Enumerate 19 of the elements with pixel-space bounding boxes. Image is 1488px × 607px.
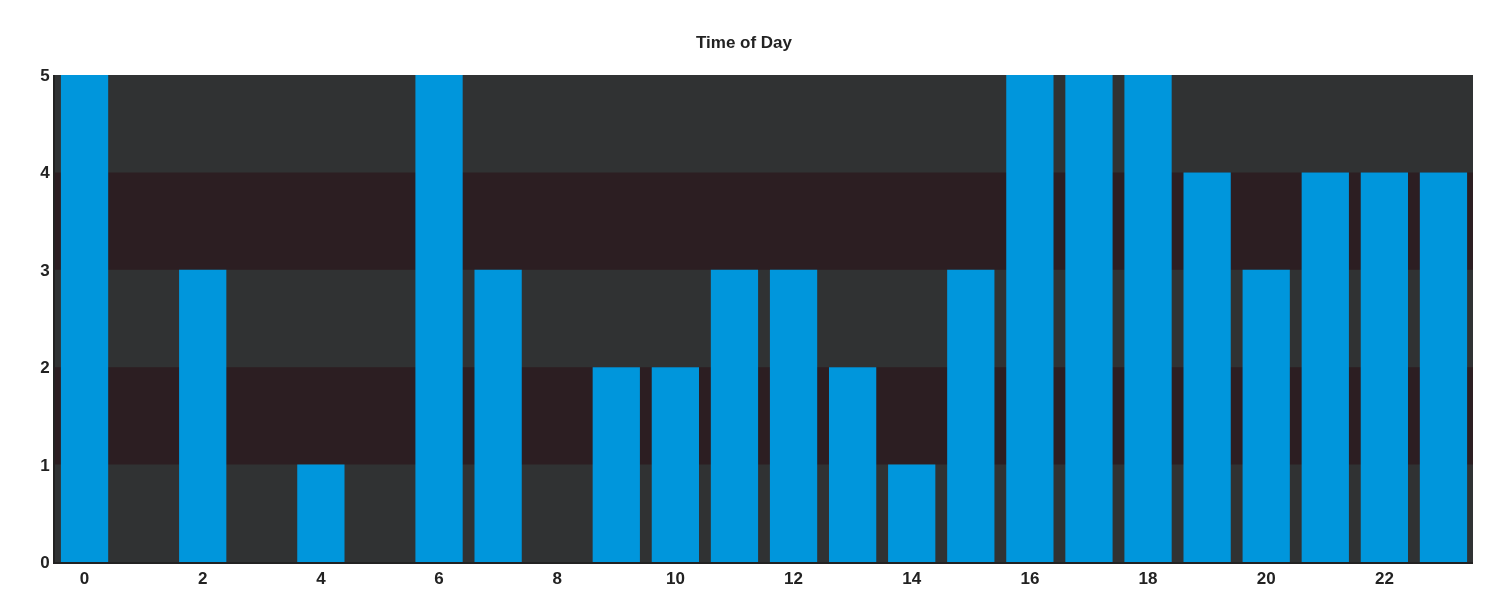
- x-tick-label: 6: [434, 569, 444, 589]
- x-tick-label: 22: [1374, 569, 1394, 589]
- x-tick-label: 12: [784, 569, 803, 589]
- x-tick-label: 16: [1020, 569, 1040, 589]
- chart-title: Time of Day: [695, 33, 793, 53]
- y-tick-label: 4: [40, 163, 51, 183]
- x-tick-label: 14: [902, 569, 922, 589]
- y-tick-label: 2: [40, 358, 50, 378]
- x-tick-label: 2: [197, 569, 208, 589]
- y-tick-label: 5: [40, 65, 50, 85]
- x-tick-label: 0: [79, 569, 90, 589]
- x-tick-label: 20: [1256, 569, 1276, 589]
- x-tick-label: 8: [552, 569, 562, 589]
- y-tick-label: 0: [40, 552, 50, 572]
- x-tick-label: 10: [665, 569, 685, 589]
- y-tick-label: 1: [40, 455, 50, 475]
- y-tick-label: 3: [40, 260, 50, 280]
- x-tick-label: 18: [1138, 569, 1158, 589]
- x-tick-label: 4: [316, 569, 327, 589]
